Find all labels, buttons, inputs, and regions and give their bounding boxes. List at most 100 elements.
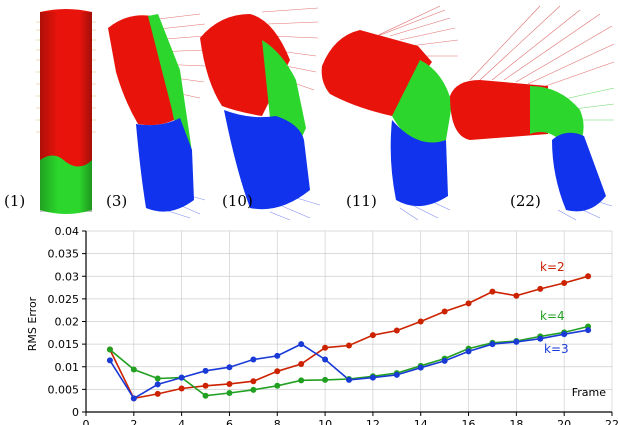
data-point-k2-17 — [489, 288, 496, 295]
frame-11-render — [321, 5, 459, 221]
data-point-k2-4 — [178, 385, 185, 392]
data-point-k3-10 — [322, 356, 329, 363]
frame-3-render — [108, 13, 206, 219]
frame-11-blue-part — [390, 120, 448, 207]
y-tick-label-3: 0.015 — [48, 338, 80, 351]
data-point-k2-6 — [226, 380, 233, 387]
frame-22-render — [450, 5, 615, 221]
y-tick-label-6: 0.03 — [55, 270, 80, 283]
data-point-k2-7 — [250, 378, 257, 385]
x-tick-label-0: 0 — [83, 418, 90, 425]
data-point-k4-2 — [130, 366, 137, 373]
data-point-k3-19 — [537, 335, 544, 342]
x-tick-label-6: 12 — [366, 418, 380, 425]
data-point-k2-12 — [369, 332, 376, 339]
data-point-k3-11 — [346, 376, 352, 383]
data-point-k2-16 — [465, 300, 472, 307]
x-tick-label-4: 8 — [274, 418, 281, 425]
data-point-k3-4 — [178, 374, 185, 381]
x-tick-label-5: 10 — [318, 418, 332, 425]
data-point-k3-9 — [298, 341, 305, 348]
data-point-k2-21 — [585, 273, 592, 280]
data-point-k3-2 — [130, 395, 137, 402]
y-tick-label-4: 0.02 — [55, 316, 80, 329]
frame-11-green-part — [392, 60, 452, 150]
series-label-k2: k=2 — [540, 260, 565, 274]
x-tick-label-2: 4 — [178, 418, 185, 425]
x-tick-label-9: 18 — [509, 418, 523, 425]
data-point-k2-15 — [441, 308, 448, 315]
data-point-k3-12 — [369, 374, 376, 381]
rms-error-chart: 0 0.005 0.01 0.015 0.02 0.025 0.03 0.035 0.04 0 2… — [26, 225, 618, 425]
data-point-k2-20 — [561, 280, 568, 287]
y-axis-title: RMS Error — [26, 296, 39, 351]
data-point-k4-1 — [106, 346, 113, 353]
frame-label-11: (11) — [346, 192, 377, 210]
data-point-k2-14 — [417, 318, 424, 325]
frame-3-blue-part — [136, 118, 194, 212]
data-point-k3-13 — [393, 371, 400, 378]
data-point-k2-9 — [298, 361, 305, 368]
frame-22-red-part — [450, 80, 548, 140]
x-tick-label-1: 2 — [130, 418, 137, 425]
data-point-k4-3 — [154, 375, 161, 382]
data-point-k3-5 — [202, 367, 209, 374]
series-label-k3: k=3 — [544, 342, 569, 356]
frame-10-rays — [261, 7, 319, 91]
data-point-k3-6 — [226, 364, 233, 371]
data-point-k4-7 — [250, 386, 257, 393]
data-point-k4-9 — [298, 377, 305, 384]
x-tick-labels: 0 2 4 6 8 10 12 14 16 18 20 22 — [83, 418, 618, 425]
data-point-k2-8 — [274, 368, 281, 375]
chart-grid — [85, 230, 613, 413]
x-tick-label-3: 6 — [226, 418, 233, 425]
data-point-k3-18 — [513, 338, 520, 345]
data-point-k4-5 — [202, 392, 209, 399]
x-axis-title: Frame — [572, 386, 607, 399]
data-point-k2-10 — [322, 344, 329, 351]
frame-label-1: (1) — [4, 192, 25, 210]
data-point-k3-8 — [274, 352, 281, 359]
y-tick-label-5: 0.025 — [48, 293, 80, 306]
y-tick-label-7: 0.035 — [48, 248, 80, 261]
data-point-k3-21 — [585, 327, 592, 334]
y-tick-label-2: 0.01 — [55, 361, 80, 374]
series-points — [106, 273, 592, 402]
data-point-k2-5 — [202, 382, 209, 389]
frame-10-render — [200, 7, 321, 221]
x-tick-label-8: 16 — [462, 418, 476, 425]
frame-11-rays — [367, 5, 459, 57]
frames-strip: (1) (3) (10) (11) (22) — [4, 5, 615, 221]
y-tick-label-0: 0 — [72, 406, 79, 419]
data-point-k4-6 — [226, 389, 233, 396]
y-tick-label-1: 0.005 — [48, 383, 80, 396]
data-point-k3-17 — [489, 341, 496, 348]
frame-22-blue-part — [552, 132, 606, 212]
frame-10-blue-part — [224, 110, 310, 210]
data-point-k3-3 — [154, 381, 161, 388]
data-point-k3-16 — [465, 348, 472, 355]
data-point-k3-15 — [441, 357, 448, 364]
frame-label-3: (3) — [106, 192, 127, 210]
data-point-k4-8 — [274, 382, 281, 389]
data-point-k2-19 — [537, 285, 544, 292]
data-point-k3-7 — [250, 356, 257, 363]
data-point-k3-20 — [561, 331, 568, 338]
data-point-k2-11 — [346, 342, 352, 349]
data-point-k3-14 — [417, 364, 424, 371]
x-tick-label-10: 20 — [557, 418, 571, 425]
data-point-k2-3 — [154, 390, 161, 397]
frame-label-10: (10) — [222, 192, 253, 210]
frame-22-rays — [469, 5, 615, 89]
series-label-k4: k=4 — [540, 309, 565, 323]
chart-axes — [82, 230, 613, 416]
frame-10-green-part — [262, 40, 306, 150]
data-point-k4-10 — [322, 376, 329, 383]
data-point-k2-13 — [393, 327, 400, 334]
x-tick-label-11: 22 — [605, 418, 618, 425]
frame-label-22: (22) — [510, 192, 541, 210]
y-tick-labels: 0 0.005 0.01 0.015 0.02 0.025 0.03 0.035 0.04 — [48, 225, 80, 419]
x-tick-label-7: 14 — [414, 418, 428, 425]
data-point-k3-1 — [106, 357, 113, 364]
